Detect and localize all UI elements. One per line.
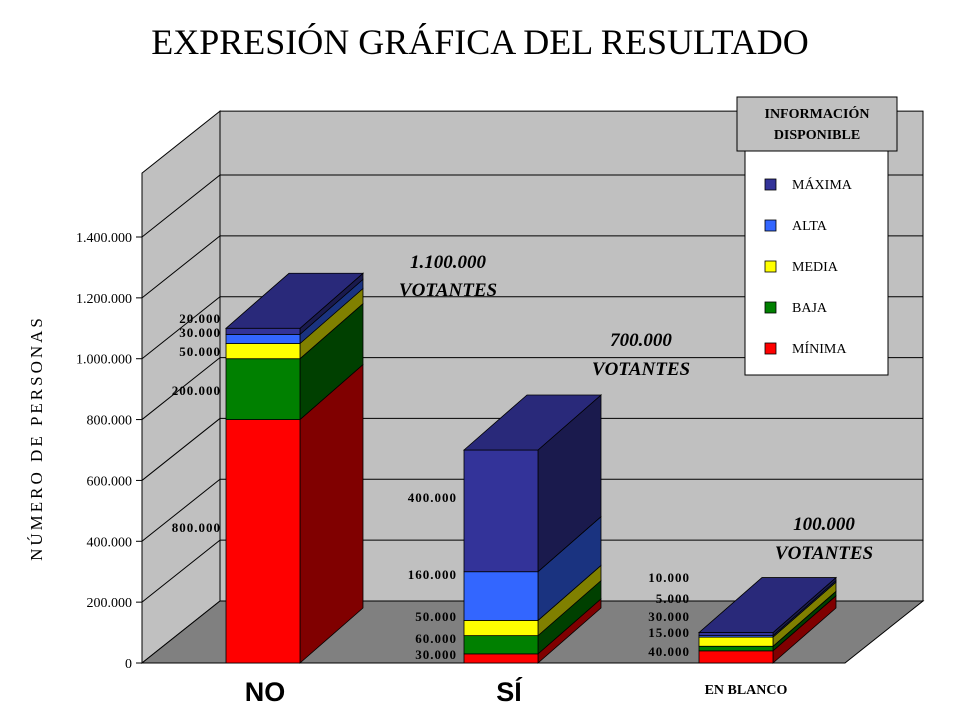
gridline [141,539,923,603]
bar-segment [225,327,301,335]
bar-segment [225,333,301,344]
bar-segment [698,632,774,637]
chart-title: EXPRESIÓN GRÁFICA DEL RESULTADO [151,22,809,62]
legend-title-box [736,96,898,152]
y-tick-label: 0 [125,657,132,672]
category-label-si: SÍ [496,676,523,707]
legend-swatch [764,342,777,355]
gridline [141,357,923,420]
legend-swatch [764,260,777,273]
segment-label: 200.000 [172,383,221,398]
y-axis-label: NÚMERO DE PERSONAS [27,315,46,561]
total-label-no-value: 1.100.000 [410,252,487,273]
legend-item-label: MÁXIMA [792,176,853,193]
gridline [141,235,923,299]
bar-segment [698,636,774,647]
segment-label: 30.000 [648,609,690,624]
gridline [141,417,923,481]
total-label-no-unit: VOTANTES [399,280,497,301]
gridline [141,296,923,360]
bar-top [224,272,365,329]
segment-label: 5.000 [656,591,690,606]
segment-label: 30.000 [179,325,221,340]
bars [224,272,838,664]
y-tick-label: 800.000 [87,414,133,429]
bar-top [697,577,838,633]
bar-segment [463,635,539,655]
legend-item-label: ALTA [792,219,828,234]
segment-label: 20.000 [179,311,221,326]
segment-labels: 800.000200.00050.00030.00020.00030.00060… [172,311,690,662]
gridlines [141,174,923,603]
bar-segment [463,571,539,621]
legend-swatch [764,301,777,314]
bar-top [462,394,603,451]
legend-item-label: MÍNIMA [792,340,847,357]
bar-segment [463,653,539,664]
legend-title-line1: INFORMACIÓN [765,105,870,122]
bar-segment [225,358,301,420]
y-tick-label: 1.200.000 [76,292,132,307]
segment-label: 400.000 [408,490,457,505]
total-label-si-value: 700.000 [610,330,672,351]
segment-label: 50.000 [179,344,221,359]
category-label-en-blanco: EN BLANCO [705,683,788,698]
segment-label: 800.000 [172,520,221,535]
bar-segment [225,343,301,360]
segment-label: 50.000 [415,609,457,624]
legend: INFORMACIÓN DISPONIBLE MÁXIMA ALTA MEDIA BA… [736,96,898,376]
y-tick-label: 600.000 [87,474,133,489]
y-tick-label: 1.400.000 [76,231,132,246]
legend-item-label: MEDIA [792,260,839,275]
segment-label: 60.000 [415,631,457,646]
total-label-blanco-value: 100.000 [793,514,855,535]
total-label-si-unit: VOTANTES [592,359,690,380]
y-axis: 0 200.000 400.000 600.000 800.000 1.000.000 1.… [76,173,143,672]
y-tick-label: 200.000 [87,596,133,611]
legend-swatch [764,178,777,191]
total-label-blanco-unit: VOTANTES [775,543,873,564]
segment-label: 40.000 [648,644,690,659]
bar-segment [225,419,301,664]
y-tick-label: 1.000.000 [76,353,132,368]
legend-item-label: BAJA [792,301,828,316]
segment-label: 15.000 [648,625,690,640]
gridline [141,478,923,542]
category-label-no: NO [245,677,286,707]
bar-segment [698,650,774,664]
bar-segment [463,620,539,637]
legend-title-line2: DISPONIBLE [774,128,860,143]
y-tick-label: 400.000 [87,535,133,550]
segment-label: 160.000 [408,567,457,582]
bar-segment [698,645,774,652]
bar-segment [463,449,539,573]
segment-label: 10.000 [648,570,690,585]
gridline [141,174,923,238]
segment-label: 30.000 [415,647,457,662]
legend-swatch [764,219,777,232]
